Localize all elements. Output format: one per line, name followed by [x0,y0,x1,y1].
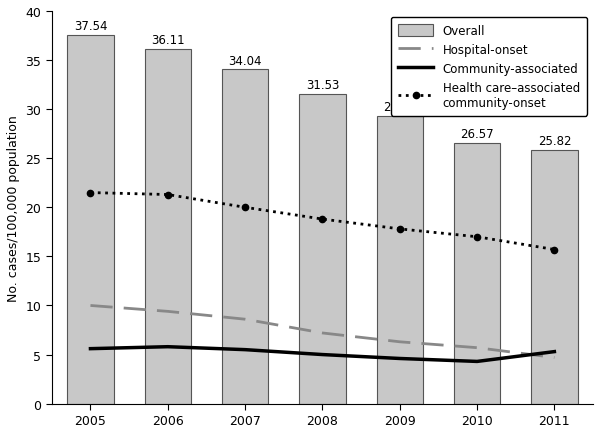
Text: 26.57: 26.57 [460,128,494,141]
Bar [145,50,191,404]
Y-axis label: No. cases/100,000 population: No. cases/100,000 population [7,115,20,301]
Text: 34.04: 34.04 [229,54,262,67]
Bar [67,36,113,404]
Text: 36.11: 36.11 [151,34,185,47]
Bar [377,117,423,404]
Bar [454,144,500,404]
Text: 31.53: 31.53 [306,79,339,92]
Text: 25.82: 25.82 [538,135,571,148]
Bar [531,151,578,404]
Legend: Overall, Hospital-onset, Community-associated, Health care–associated
community-: Overall, Hospital-onset, Community-assoc… [391,18,587,117]
Bar [222,70,268,404]
Bar [299,95,346,404]
Text: 37.54: 37.54 [74,20,107,33]
Text: 29.27: 29.27 [383,101,416,114]
